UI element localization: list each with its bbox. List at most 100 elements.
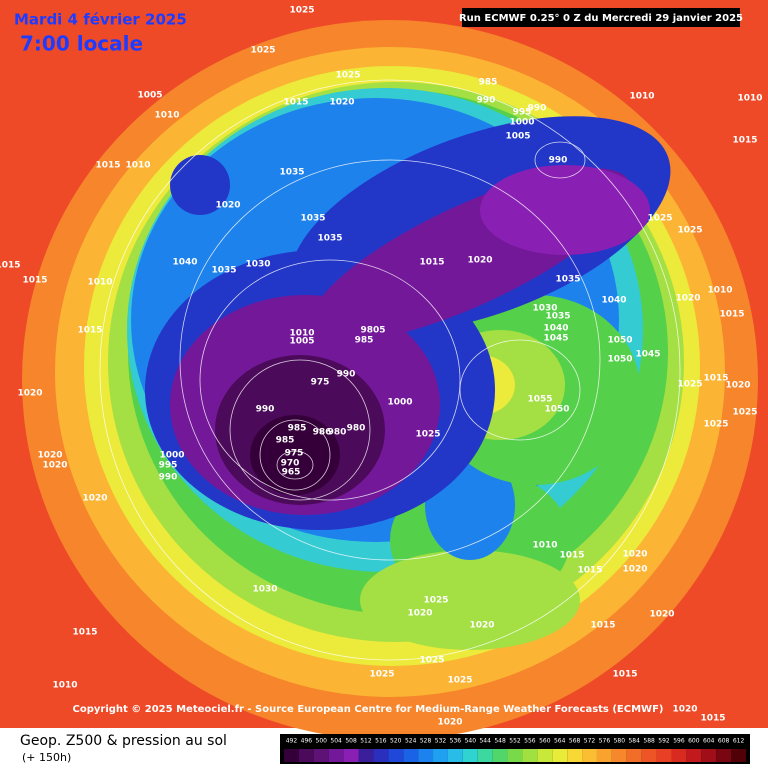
- pressure-label: 1020: [672, 705, 697, 715]
- pressure-label: 975: [285, 449, 304, 459]
- scale-label: 500: [316, 738, 328, 745]
- pressure-label: 1015: [590, 621, 615, 631]
- scale-label: 604: [703, 738, 715, 745]
- pressure-label: 990: [337, 370, 356, 380]
- pressure-label: 986: [313, 428, 332, 438]
- pressure-labels: 1025 1025 1025 1005 1010 1015 1010 1020 1040 1035…: [0, 6, 763, 728]
- pressure-label: 1025: [677, 226, 702, 236]
- pressure-label: 1050: [607, 336, 632, 346]
- pressure-label: 1045: [635, 350, 660, 360]
- scale-swatch: [284, 749, 299, 762]
- pressure-label: 1025: [415, 430, 440, 440]
- pressure-label: 1020: [37, 451, 62, 461]
- pressure-label: 995: [513, 108, 532, 118]
- scale-label: 536: [450, 738, 462, 745]
- pressure-label: 1010: [125, 161, 150, 171]
- lead-time: (+ 150h): [22, 751, 71, 764]
- pressure-label: 1050: [607, 355, 632, 365]
- scale-swatch: [298, 749, 314, 762]
- pressure-label: 1015: [0, 261, 21, 271]
- pressure-label: 1035: [317, 234, 342, 244]
- pressure-label: 965: [282, 468, 301, 478]
- scale-swatch: [582, 749, 597, 762]
- pressure-label: 1015: [559, 551, 584, 561]
- pressure-label: 1020: [407, 609, 432, 619]
- scale-swatch: [343, 749, 359, 762]
- pressure-label: 1035: [300, 214, 325, 224]
- pressure-label: 9805: [360, 326, 385, 336]
- pressure-label: 1015: [283, 98, 308, 108]
- scale-swatch: [507, 749, 523, 762]
- pressure-label: 1040: [543, 324, 568, 334]
- scale-swatch: [537, 749, 553, 762]
- scale-swatch: [462, 749, 478, 762]
- scale-label: 532: [435, 738, 447, 745]
- pressure-label: 1035: [279, 168, 304, 178]
- date: Mardi 4 février 2025: [14, 11, 187, 29]
- pressure-label: 1020: [17, 389, 42, 399]
- pressure-label: 1030: [245, 260, 270, 270]
- time: 7:00 locale: [20, 32, 143, 56]
- pressure-label: 1025: [419, 656, 444, 666]
- pressure-label: 1025: [369, 670, 394, 680]
- scale-label: 600: [688, 738, 700, 745]
- scale-swatch: [418, 749, 434, 762]
- pressure-label: 1015: [72, 628, 97, 638]
- pressure-label: 985: [276, 436, 295, 446]
- scale-label: 524: [405, 738, 417, 745]
- scale-label: 492: [286, 738, 298, 745]
- pressure-label: 1020: [725, 381, 750, 391]
- pressure-label: 990: [528, 104, 547, 114]
- pressure-label: 1000: [387, 398, 412, 408]
- scale-label: 584: [628, 738, 640, 745]
- scale-label: 548: [494, 738, 506, 745]
- map: [0, 0, 768, 740]
- pressure-label: 1010: [629, 92, 654, 102]
- scale-swatch: [626, 749, 642, 762]
- scale-label: 564: [554, 738, 566, 745]
- scale-label: 560: [539, 738, 551, 745]
- pressure-label: 990: [477, 96, 496, 106]
- pressure-label: 1015: [700, 714, 725, 724]
- pressure-label: 1020: [82, 494, 107, 504]
- pressure-label: 1025: [423, 596, 448, 606]
- scale-label: 580: [614, 738, 626, 745]
- pressure-label: 990: [256, 405, 275, 415]
- pressure-label: 1010: [707, 286, 732, 296]
- scale-swatch: [641, 749, 657, 762]
- pressure-label: 1050: [544, 405, 569, 415]
- pressure-label: 1015: [732, 136, 757, 146]
- scale-swatch: [656, 749, 672, 762]
- pressure-label: 985: [288, 424, 307, 434]
- scale-label: 544: [479, 738, 491, 745]
- pressure-label: 1015: [419, 258, 444, 268]
- pressure-label: 975: [311, 378, 330, 388]
- pressure-label: 1020: [215, 201, 240, 211]
- scale-swatch: [433, 749, 448, 762]
- scale-label: 568: [569, 738, 581, 745]
- scale-label: 572: [584, 738, 596, 745]
- scale-swatch: [328, 749, 344, 762]
- pressure-label: 1025: [703, 420, 728, 430]
- pressure-label: 1025: [732, 408, 757, 418]
- pressure-label: 1015: [612, 670, 637, 680]
- scale-label: 596: [673, 738, 685, 745]
- pressure-label: 1005: [137, 91, 162, 101]
- pressure-label: 1015: [703, 374, 728, 384]
- pressure-label: 1010: [737, 94, 762, 104]
- scale-swatch: [477, 749, 493, 762]
- pressure-label: 1020: [622, 565, 647, 575]
- pressure-label: 1010: [87, 278, 112, 288]
- pressure-label: 1020: [437, 718, 462, 728]
- pressure-label: 1020: [329, 98, 354, 108]
- scale-swatch: [701, 749, 717, 762]
- scale-label: 520: [390, 738, 402, 745]
- scale-swatch: [492, 749, 508, 762]
- scale-label: 556: [524, 738, 536, 745]
- pressure-label: 1000: [509, 118, 534, 128]
- scale-swatch: [373, 749, 389, 762]
- pressure-label: 1010: [52, 681, 77, 691]
- scale-label: 608: [718, 738, 730, 745]
